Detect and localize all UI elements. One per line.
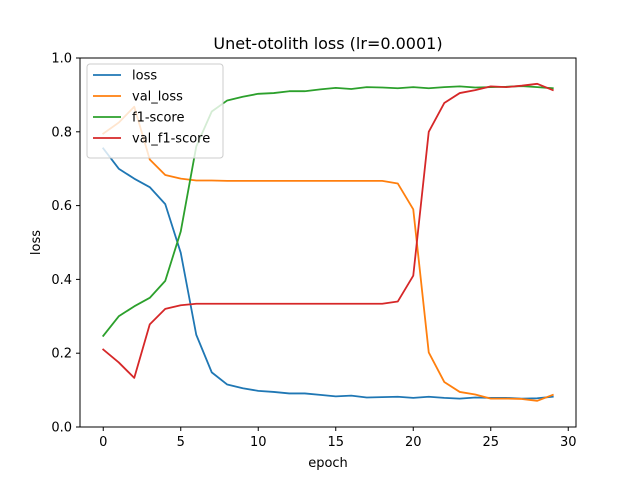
x-tick-label: 30: [560, 435, 577, 450]
axes-layer: 0 5 10 15 20 25 30 0.0 0.2 0.4 0.6 0.8 1.0: [51, 52, 576, 451]
legend-box: [86, 63, 224, 159]
y-tick-label: 0.4: [51, 273, 72, 288]
x-tick-label: 20: [405, 435, 422, 450]
series-line-3: [101, 82, 554, 379]
legend-label-2: f1-score: [132, 111, 184, 126]
x-tick-label: 0: [99, 435, 107, 450]
series-line-2: [101, 85, 554, 338]
series-layer: [101, 82, 554, 402]
y-tick-label: 1.0: [51, 52, 72, 67]
legend: loss val_loss f1-score val_f1-score: [86, 63, 224, 159]
y-tick-label: 0.0: [51, 421, 72, 436]
y-tick-label: 0.8: [51, 125, 72, 140]
y-axis-label: loss: [29, 230, 44, 255]
legend-label-0: loss: [132, 69, 157, 84]
axes-frame: [79, 57, 577, 428]
legend-label-3: val_f1-score: [132, 132, 210, 147]
x-tick-label: 15: [327, 435, 344, 450]
x-tick-label: 10: [250, 435, 267, 450]
legend-label-1: val_loss: [132, 90, 183, 105]
series-line-0: [101, 147, 554, 400]
x-tick-label: 5: [177, 435, 185, 450]
x-tick-label: 25: [482, 435, 499, 450]
x-axis-label: epoch: [308, 456, 348, 471]
y-tick-label: 0.6: [51, 199, 72, 214]
series-line-1: [101, 105, 554, 402]
chart-title: Unet-otolith loss (lr=0.0001): [213, 34, 442, 53]
y-tick-label: 0.2: [51, 347, 72, 362]
